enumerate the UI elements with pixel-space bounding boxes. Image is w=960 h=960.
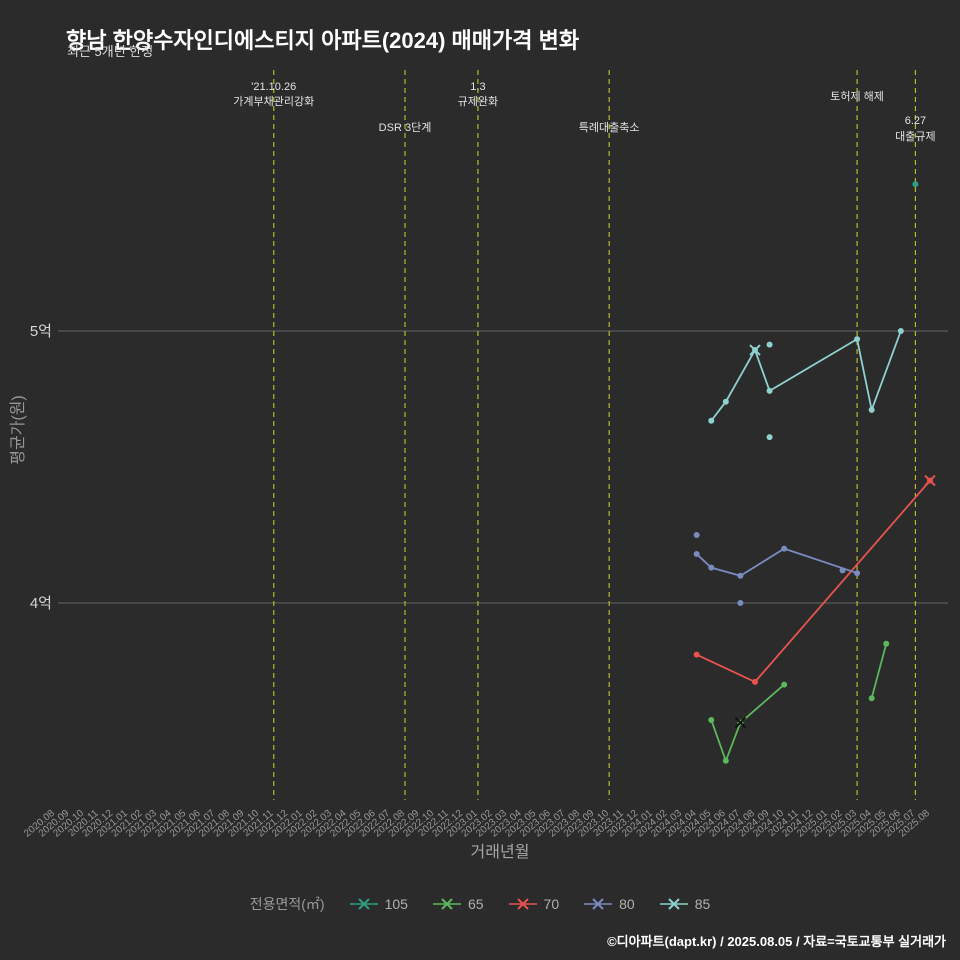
legend-x-glyph: [516, 898, 529, 910]
series-point-85: [708, 417, 715, 424]
x-axis-title: 거래년월: [470, 844, 530, 861]
series-point-80: [737, 572, 744, 579]
legend-label-85: 85: [694, 896, 711, 912]
series-point-85: [868, 406, 875, 413]
series-point-85: [722, 398, 729, 405]
series-point-65: [722, 757, 729, 764]
legend-marker-65-icon: [432, 898, 461, 910]
scatter-point-80: [737, 600, 744, 606]
x-marker: [924, 474, 936, 487]
x-marker: [749, 344, 761, 356]
scatter-point-85: [766, 434, 773, 441]
y-axis-title: 평균가(원): [10, 395, 27, 465]
chart-subtitle: 최근 5개년 한정: [67, 44, 154, 59]
series-point-65: [883, 640, 890, 647]
event-label: 토허제 해제: [830, 89, 884, 103]
series-line-65: [710, 683, 785, 764]
series-point-85: [854, 336, 861, 343]
legend-item-85: 85: [659, 896, 711, 912]
series-point-80: [708, 564, 715, 571]
legend-label-80: 80: [619, 896, 635, 912]
series-point-85: [766, 387, 773, 394]
legend-label-105: 105: [384, 896, 408, 912]
scatter-point-80: [839, 567, 846, 574]
legend-label-70: 70: [543, 896, 560, 912]
legend-label-65: 65: [467, 896, 484, 912]
chart-title: 향남 한양수자인디에스티지 아파트(2024) 매매가격 변화: [66, 27, 580, 53]
y-tick-label: 5억: [30, 323, 52, 340]
scatter-point-80: [693, 532, 700, 538]
series-point-65: [868, 695, 875, 702]
event-label: '21.10.26: [251, 81, 296, 93]
x-marker: [734, 716, 747, 729]
legend-x-glyph: [441, 898, 453, 910]
series-line-80: [696, 547, 858, 577]
legend-item-105: 105: [349, 896, 408, 912]
series-point-70: [693, 651, 700, 658]
series-point-70: [752, 678, 758, 685]
legend-x-glyph: [667, 898, 680, 910]
legend-marker-70-icon: [508, 898, 537, 910]
series-line-65: [870, 643, 888, 699]
event-label: DSR 3단계: [379, 121, 432, 134]
legend-item-80: 80: [583, 896, 635, 912]
series-point-65: [781, 681, 788, 688]
legend-x-glyph: [357, 898, 370, 910]
event-label: 규제완화: [458, 95, 498, 108]
event-label: 대출규제: [895, 130, 935, 143]
series-line-70: [696, 480, 931, 683]
legend-marker-85-icon: [659, 898, 688, 910]
legend-title: 전용면적(㎡): [249, 896, 325, 912]
legend-marker-80-icon: [584, 898, 613, 910]
scatter-point-85: [766, 341, 773, 348]
legend-items: 105 65 70 80 85: [349, 896, 711, 912]
scatter-point-105: [912, 181, 919, 188]
event-label: 특례대출축소: [579, 121, 640, 134]
legend-item-70: 70: [508, 896, 560, 912]
footer-credit: ©디아파트(dapt.kr) / 2025.08.05 / 자료=국토교통부 실…: [607, 934, 946, 949]
event-label: 6.27: [905, 115, 926, 127]
series-point-65: [708, 716, 715, 723]
legend-marker-105-icon: [349, 898, 378, 910]
series-point-85: [897, 328, 904, 334]
series-point-80: [693, 551, 700, 558]
legend-x-glyph: [592, 898, 604, 910]
legend-item-65: 65: [432, 896, 484, 912]
event-label: 가계부채관리강화: [233, 95, 314, 108]
legend: 전용면적(㎡) 105 65 70 80 85: [0, 894, 960, 914]
y-tick-label: 4억: [30, 595, 52, 612]
event-label: 1.3: [470, 81, 485, 93]
series-point-80: [781, 545, 788, 552]
series-point-80: [854, 570, 861, 577]
